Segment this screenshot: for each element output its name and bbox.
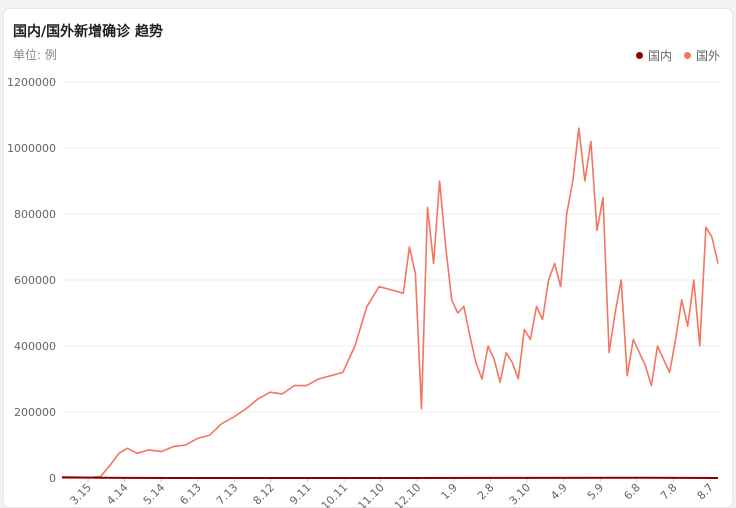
y-tick-label: 600000 <box>14 274 56 287</box>
series-line-domestic <box>61 476 719 479</box>
y-tick-label: 0 <box>49 472 56 485</box>
y-axis-ticks: 0 200000 400000 600000 800000 1000000 1200000 <box>7 76 56 485</box>
x-tick-label: 3.15 <box>68 481 95 508</box>
legend: 国内 国外 <box>635 47 720 64</box>
series-line-foreign <box>62 127 719 479</box>
x-tick-label: 3.10 <box>507 481 534 508</box>
y-tick-label: 400000 <box>14 340 56 353</box>
legend-item-domestic[interactable]: 国内 <box>635 47 672 64</box>
x-tick-label: 4.14 <box>104 481 131 508</box>
legend-dot-domestic <box>635 52 643 59</box>
x-tick-label: 5.9 <box>585 481 607 503</box>
x-tick-label: 1.9 <box>438 481 460 503</box>
x-tick-label: 7.8 <box>658 481 680 503</box>
unit-label: 单位: 例 <box>13 48 57 62</box>
grid <box>62 81 718 479</box>
y-tick-label: 1000000 <box>7 142 56 155</box>
chart-title: 国内/国外新增确诊 趋势 <box>13 24 163 40</box>
x-tick-label: 2.8 <box>475 481 497 503</box>
chart-card: 国内/国外新增确诊 趋势 单位: 例 国内 国外 <box>3 8 733 508</box>
y-tick-label: 200000 <box>14 406 56 419</box>
x-tick-label: 8.7 <box>695 481 717 503</box>
x-tick-label: 9.11 <box>287 481 314 508</box>
x-tick-label: 5.14 <box>141 481 168 508</box>
legend-label-foreign: 国外 <box>695 49 720 63</box>
x-tick-label: 12.10 <box>392 481 423 508</box>
x-tick-label: 10.11 <box>319 481 350 508</box>
series-lines <box>61 127 719 479</box>
legend-label-domestic: 国内 <box>647 49 672 63</box>
legend-dot-foreign <box>683 52 691 59</box>
x-tick-label: 11.10 <box>355 481 386 508</box>
x-tick-label: 7.13 <box>214 481 241 508</box>
legend-item-foreign[interactable]: 国外 <box>683 47 720 64</box>
x-axis-ticks: 3.15 4.14 5.14 6.13 7.13 8.12 9.11 10.11 11.10 12… <box>68 478 717 508</box>
x-tick-label: 6.13 <box>177 481 204 508</box>
x-tick-label: 6.8 <box>621 481 643 503</box>
y-tick-label: 800000 <box>14 208 56 221</box>
x-tick-label: 4.9 <box>548 481 570 503</box>
x-tick-label: 8.12 <box>251 481 278 508</box>
y-tick-label: 1200000 <box>7 76 56 89</box>
